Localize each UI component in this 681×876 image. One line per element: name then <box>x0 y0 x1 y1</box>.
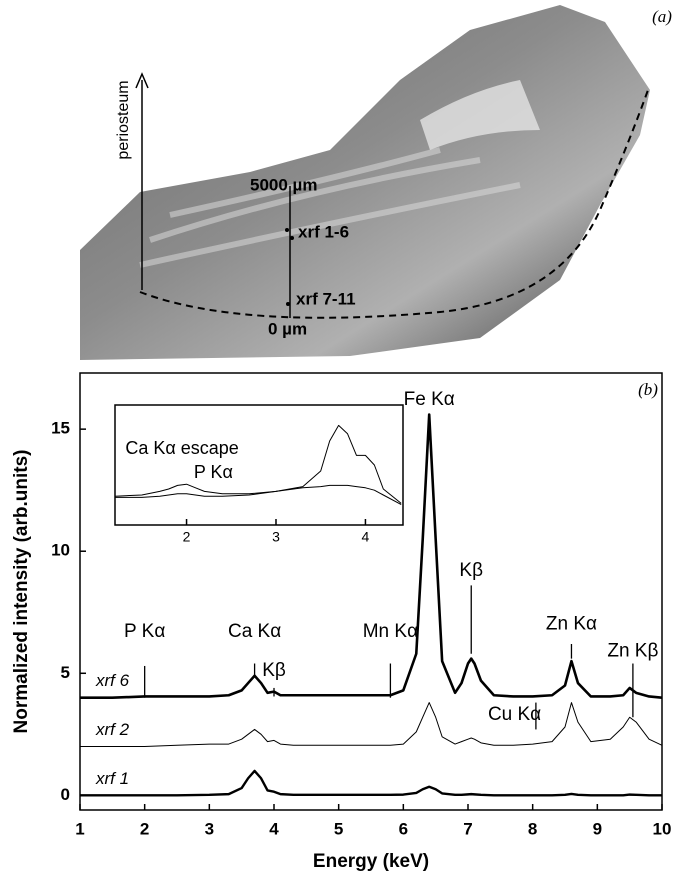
x-tick-label: 4 <box>269 819 279 838</box>
x-tick-label: 5 <box>334 819 343 838</box>
x-tick-label: 1 <box>75 819 84 838</box>
x-tick-label: 2 <box>140 819 149 838</box>
y-tick-label: 5 <box>61 663 70 682</box>
annotation: xrf 7-11 <box>296 289 356 308</box>
x-tick-label: 2 <box>183 529 191 545</box>
annotation: periosteum <box>115 80 132 159</box>
annotation: Cu Kα <box>488 704 541 725</box>
annotation: Ca Kα escape <box>125 438 238 458</box>
x-tick-label: 3 <box>205 819 214 838</box>
x-tick-label: 4 <box>362 529 370 545</box>
growth-lines <box>139 147 521 268</box>
annotation: Kβ <box>459 560 483 581</box>
shell-highlight <box>420 80 540 150</box>
annotation: 5000 µm <box>250 175 317 194</box>
x-tick-label: 10 <box>653 819 672 838</box>
series-label: xrf 1 <box>95 769 129 788</box>
x-tick-label: 8 <box>528 819 537 838</box>
x-axis-title: Energy (keV) <box>313 851 429 872</box>
annotation: Kβ <box>262 660 286 681</box>
annotation: Mn Kα <box>363 621 418 642</box>
y-tick-label: 15 <box>51 419 70 438</box>
photo-panel: (a) periosteum 5000 µm xrf 1-6 xrf 7-11 … <box>80 5 672 360</box>
series-line <box>80 413 663 699</box>
series-line <box>80 702 663 748</box>
y-tick-label: 0 <box>61 785 70 804</box>
series-label: xrf 6 <box>95 671 130 690</box>
point <box>285 228 289 232</box>
annotation: 0 µm <box>268 319 307 338</box>
point <box>286 302 290 306</box>
x-tick-label: 9 <box>593 819 602 838</box>
point <box>290 236 294 240</box>
y-tick-label: 10 <box>51 541 70 560</box>
inset-frame <box>114 404 404 526</box>
annotation: Fe Kα <box>404 389 455 410</box>
series-line <box>115 484 402 506</box>
arrow-head <box>135 72 149 89</box>
annotation: P Kα <box>194 462 233 482</box>
panel-label: (a) <box>652 7 672 26</box>
panel-label: (b) <box>638 380 658 399</box>
annotation: Zn Kβ <box>607 640 658 661</box>
annotation: xrf 1-6 <box>298 222 349 241</box>
series-label: xrf 2 <box>95 720 130 739</box>
annotation: Zn Kα <box>546 613 597 634</box>
series-line <box>80 769 662 797</box>
annotation: P Kα <box>124 621 165 642</box>
x-tick-label: 7 <box>463 819 472 838</box>
y-axis-title: Normalized intensity (arb.units) <box>11 450 32 734</box>
boundary-line <box>139 89 649 319</box>
annotation: Ca Kα <box>228 621 281 642</box>
x-tick-label: 3 <box>272 529 280 545</box>
x-tick-label: 6 <box>399 819 408 838</box>
